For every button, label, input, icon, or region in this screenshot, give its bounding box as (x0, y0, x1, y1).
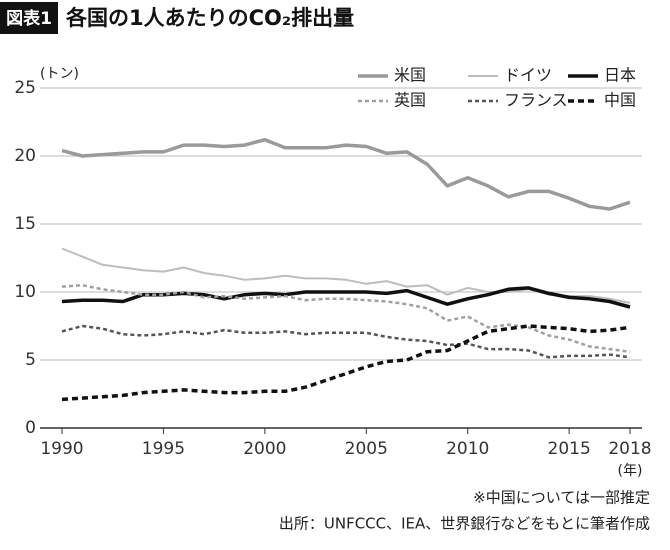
x-tick-label: 2000 (243, 439, 286, 459)
x-tick-label: 1990 (40, 439, 83, 459)
x-tick-label: 1995 (142, 439, 185, 459)
legend-label: フランス (504, 91, 568, 110)
series-line (61, 324, 631, 402)
x-tick-label: 2018 (608, 439, 651, 459)
badge-bg (0, 2, 58, 34)
y-unit: (トン) (40, 66, 79, 82)
source: 出所：UNFCCC、IEA、世界銀行などをもとに筆者作成 (279, 515, 650, 533)
y-tick-label: 20 (14, 146, 36, 166)
legend-label: 日本 (604, 66, 636, 85)
series-line (61, 137, 631, 211)
chart-title: 各国の1人あたりのCO₂排出量 (65, 6, 354, 30)
series-line (61, 324, 631, 359)
legend-label: 米国 (394, 66, 426, 85)
note: ※中国については一部推定 (473, 489, 650, 507)
x-tick-label: 2010 (446, 439, 489, 459)
series-line (61, 286, 631, 309)
y-tick-label: 25 (14, 78, 36, 98)
y-tick-label: 5 (25, 350, 36, 370)
y-tick-label: 0 (25, 418, 36, 438)
badge: 図表1 (6, 8, 52, 29)
legend-label: ドイツ (504, 66, 552, 85)
x-tick-label: 2005 (345, 439, 388, 459)
series-line (61, 283, 631, 354)
legend-label: 中国 (604, 91, 636, 110)
legend-label: 英国 (394, 91, 426, 110)
x-tick-label: 2015 (548, 439, 591, 459)
y-tick-label: 15 (14, 214, 36, 234)
x-unit: (年) (618, 463, 643, 479)
y-tick-label: 10 (14, 282, 36, 302)
